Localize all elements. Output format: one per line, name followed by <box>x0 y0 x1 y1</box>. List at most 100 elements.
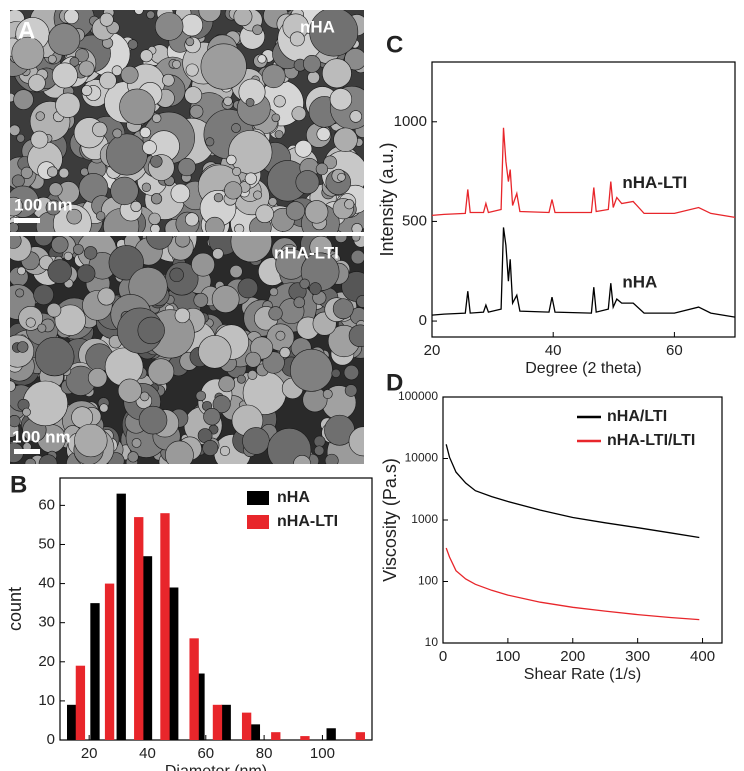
particle <box>351 223 363 232</box>
particle <box>252 24 263 35</box>
legend-label: nHA-LTI <box>277 513 338 530</box>
particle <box>154 12 184 41</box>
particle <box>35 111 45 121</box>
particle <box>105 133 148 176</box>
particle <box>212 395 231 414</box>
series-line <box>445 444 700 539</box>
particle <box>58 167 70 179</box>
particle <box>273 95 286 108</box>
bar <box>116 493 126 740</box>
particle <box>218 375 236 393</box>
bar <box>271 732 281 740</box>
particle <box>22 407 31 417</box>
particle <box>165 440 194 464</box>
particle <box>139 49 153 63</box>
particle <box>202 439 219 456</box>
bar <box>250 724 261 740</box>
particle <box>285 201 306 221</box>
particle <box>146 10 155 20</box>
sem-image <box>10 10 364 232</box>
particle <box>78 60 95 77</box>
particle <box>10 196 24 217</box>
y-tick-label: 30 <box>38 614 55 631</box>
y-tick-label: 0 <box>47 731 55 748</box>
y-tick-label: 40 <box>38 575 55 592</box>
particle <box>92 121 108 138</box>
particle <box>257 54 267 64</box>
particle <box>316 127 331 142</box>
particle <box>34 236 54 247</box>
particle <box>223 96 233 106</box>
particle <box>344 199 355 210</box>
particle <box>47 54 57 64</box>
particle <box>294 140 313 158</box>
particle <box>20 166 33 179</box>
y-axis-title: Intensity (a.u.) <box>377 142 397 256</box>
particle <box>47 166 58 178</box>
particle <box>253 190 263 200</box>
particle <box>142 140 157 155</box>
particle <box>334 236 348 243</box>
x-tick-label: 100 <box>495 648 520 665</box>
particle <box>344 48 364 71</box>
y-axis-title: Viscosity (Pa.s) <box>380 458 400 582</box>
particle <box>321 58 352 89</box>
particle <box>313 435 326 448</box>
particle <box>174 307 191 324</box>
particle <box>255 204 274 224</box>
particle <box>198 10 222 23</box>
particle <box>97 287 116 306</box>
particle <box>139 126 151 139</box>
particle <box>303 54 321 73</box>
particle <box>141 182 152 192</box>
particle <box>73 244 84 255</box>
particle <box>150 193 163 205</box>
particle <box>349 110 362 123</box>
particle <box>76 264 96 283</box>
particle <box>244 172 257 185</box>
particle <box>150 155 163 168</box>
scale-bar <box>14 449 40 454</box>
series-line <box>431 227 736 318</box>
series-label: nHA <box>622 273 657 292</box>
x-tick-label: 400 <box>690 648 715 665</box>
bar <box>355 732 366 740</box>
y-tick-label: 20 <box>38 653 55 670</box>
particle <box>268 306 283 321</box>
x-tick-label: 200 <box>560 648 585 665</box>
particle <box>145 236 173 250</box>
image-label: nHA-LTI <box>274 243 339 262</box>
series-line <box>431 127 736 219</box>
particle <box>295 170 320 195</box>
y-tick-label: 500 <box>402 212 427 229</box>
particle <box>245 98 255 107</box>
particle <box>356 295 364 308</box>
scale-bar <box>14 218 40 223</box>
particle <box>237 374 246 384</box>
particle <box>180 13 204 37</box>
particle <box>34 336 75 377</box>
particle <box>343 364 360 381</box>
particle <box>66 208 82 225</box>
legend-swatch <box>247 515 269 529</box>
particle <box>204 216 225 232</box>
particle <box>74 423 108 458</box>
particle <box>245 351 262 368</box>
particle <box>242 427 270 455</box>
particle <box>231 123 241 133</box>
particle <box>323 155 338 170</box>
particle <box>307 71 320 84</box>
particle <box>11 36 45 70</box>
particle <box>99 403 109 413</box>
particle <box>137 316 165 345</box>
particle <box>95 211 106 221</box>
particle <box>170 183 191 204</box>
particle <box>15 288 25 298</box>
particle <box>324 453 339 464</box>
particle <box>350 249 364 265</box>
particle <box>205 137 215 147</box>
legend-label: nHA-LTI/LTI <box>607 432 695 449</box>
particle <box>314 445 325 456</box>
legend-label: nHA/LTI <box>607 408 667 425</box>
bar <box>300 736 310 740</box>
